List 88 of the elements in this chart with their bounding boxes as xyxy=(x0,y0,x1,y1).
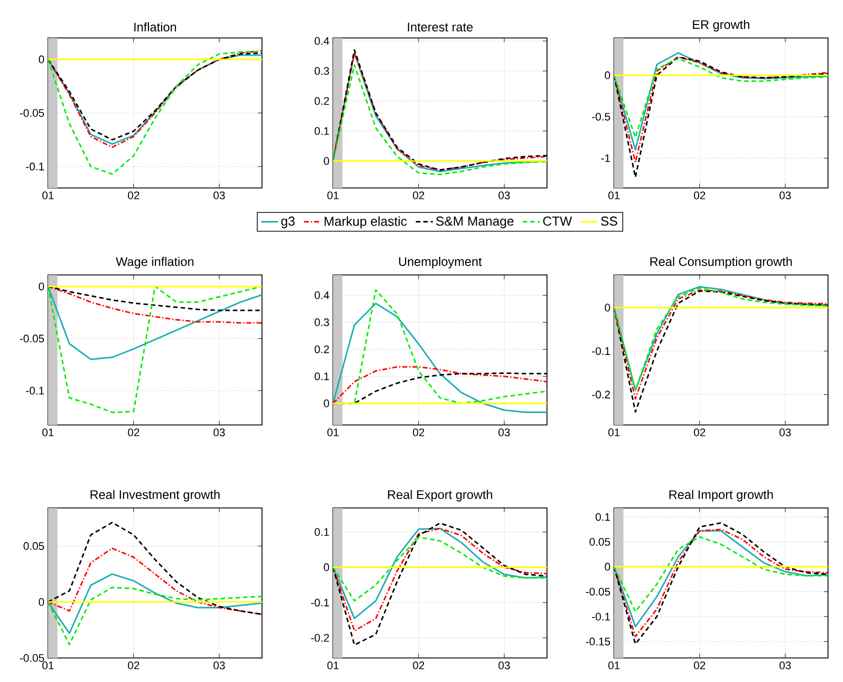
y-tick-label: -0.15 xyxy=(586,638,610,646)
line-series xyxy=(48,286,262,360)
chart-title: Real Consumption growth xyxy=(650,256,792,268)
legend-label: S&M Manage xyxy=(436,216,514,228)
y-tick-label: -0.5 xyxy=(592,112,610,121)
line-series xyxy=(333,302,548,414)
x-tick-label: 02 xyxy=(128,192,140,200)
y-tick-label: 0.4 xyxy=(314,37,330,45)
x-tick-label: 02 xyxy=(128,428,140,436)
x-tick-label: 01 xyxy=(327,428,339,436)
line-series xyxy=(48,548,262,616)
line-series xyxy=(333,366,548,404)
x-tick-label: 02 xyxy=(128,662,140,670)
y-tick-label: -0.05 xyxy=(20,334,44,342)
chart-title: Unemployment xyxy=(399,256,482,268)
x-tick-label: 01 xyxy=(327,662,339,670)
x-tick-label: 01 xyxy=(42,428,54,436)
x-tick-label: 03 xyxy=(780,428,791,436)
y-tick-label: 0 xyxy=(324,157,330,165)
x-tick-label: 02 xyxy=(694,192,706,200)
y-tick-label: 0.3 xyxy=(314,318,330,326)
legend-label: CTW xyxy=(543,216,572,226)
line-series xyxy=(48,586,262,646)
x-tick-label: 03 xyxy=(780,192,791,200)
y-tick-label: 0.1 xyxy=(314,127,329,135)
legend-label: SS xyxy=(601,216,618,226)
y-tick-label: 0.05 xyxy=(24,542,44,550)
x-tick-label: 01 xyxy=(42,192,54,200)
y-tick-label: 0 xyxy=(38,282,44,290)
y-tick-label: -0.2 xyxy=(311,634,329,642)
chart-title: Real Import growth xyxy=(669,490,773,502)
y-tick-label: 0 xyxy=(324,563,330,572)
y-tick-label: 0.2 xyxy=(314,345,329,354)
y-tick-label: 0.3 xyxy=(314,67,330,75)
x-tick-label: 03 xyxy=(214,662,225,670)
x-tick-label: 03 xyxy=(780,662,791,670)
y-tick-label: -1 xyxy=(601,154,610,162)
chart-title: ER growth xyxy=(692,20,750,32)
y-tick-label: -0.05 xyxy=(20,109,44,117)
y-tick-label: 0 xyxy=(604,304,610,312)
x-tick-label: 03 xyxy=(498,192,510,200)
y-tick-label: -0.2 xyxy=(592,390,610,398)
x-tick-label: 01 xyxy=(327,192,339,200)
chart-title: Real Investment growth xyxy=(90,490,220,502)
line-series xyxy=(48,573,262,634)
line-series xyxy=(333,536,548,602)
y-tick-label: 0.2 xyxy=(314,97,329,105)
x-tick-label: 02 xyxy=(694,662,706,670)
line-series xyxy=(48,286,262,414)
x-tick-label: 02 xyxy=(694,428,706,436)
y-tick-label: 0.1 xyxy=(314,528,329,536)
line-series xyxy=(614,58,828,138)
x-tick-label: 03 xyxy=(214,428,225,436)
chart-title: Interest rate xyxy=(408,22,473,32)
y-tick-label: 0 xyxy=(604,71,610,80)
y-tick-label: 0.4 xyxy=(314,291,330,300)
y-tick-label: 0.1 xyxy=(314,372,329,380)
x-tick-label: 02 xyxy=(412,428,424,436)
y-tick-label: -0.05 xyxy=(586,588,610,596)
line-series xyxy=(48,51,262,175)
y-tick-label: 0 xyxy=(324,399,330,408)
y-tick-label: 0.05 xyxy=(590,538,610,546)
chart-title: Wage inflation xyxy=(116,256,194,268)
x-tick-label: 03 xyxy=(214,192,225,200)
x-tick-label: 02 xyxy=(412,662,424,670)
y-tick-label: 0 xyxy=(38,56,44,64)
x-tick-label: 01 xyxy=(608,662,620,670)
y-tick-label: 0 xyxy=(604,562,610,571)
chart-title: Inflation xyxy=(134,22,176,32)
y-tick-label: -0.1 xyxy=(311,598,329,606)
x-tick-label: 03 xyxy=(498,428,510,436)
y-tick-label: -0.1 xyxy=(592,612,610,621)
x-tick-label: 01 xyxy=(608,192,620,200)
y-tick-label: -0.1 xyxy=(592,347,610,355)
y-tick-label: 0.1 xyxy=(596,513,610,521)
y-tick-label: -0.05 xyxy=(20,654,44,662)
x-tick-label: 01 xyxy=(42,662,54,670)
legend-label: Markup elastic xyxy=(324,216,407,228)
y-tick-label: -0.1 xyxy=(26,386,44,394)
y-tick-label: 0 xyxy=(38,598,44,606)
chart-title: Real Export growth xyxy=(388,490,492,502)
x-tick-label: 01 xyxy=(608,428,620,436)
legend-label: g3 xyxy=(281,216,295,228)
y-tick-label: -0.1 xyxy=(26,162,44,170)
x-tick-label: 02 xyxy=(412,192,424,200)
line-series xyxy=(48,286,262,324)
line-series xyxy=(614,536,828,612)
x-tick-label: 03 xyxy=(498,662,510,670)
